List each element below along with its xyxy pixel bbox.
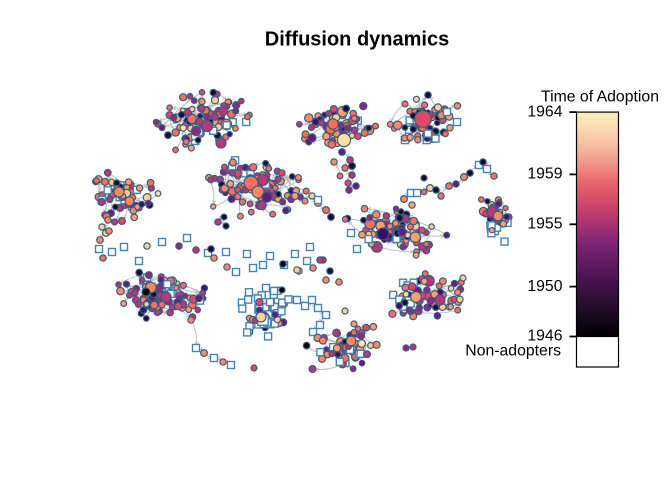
svg-text:Non-adopters: Non-adopters xyxy=(465,343,561,360)
svg-text:1959: 1959 xyxy=(527,166,562,183)
svg-text:1964: 1964 xyxy=(527,103,562,120)
svg-text:Time of Adoption: Time of Adoption xyxy=(541,89,659,106)
svg-text:1955: 1955 xyxy=(527,216,562,233)
svg-text:Diffusion dynamics: Diffusion dynamics xyxy=(265,29,449,51)
svg-text:1950: 1950 xyxy=(527,278,562,295)
svg-text:1946: 1946 xyxy=(527,328,562,345)
